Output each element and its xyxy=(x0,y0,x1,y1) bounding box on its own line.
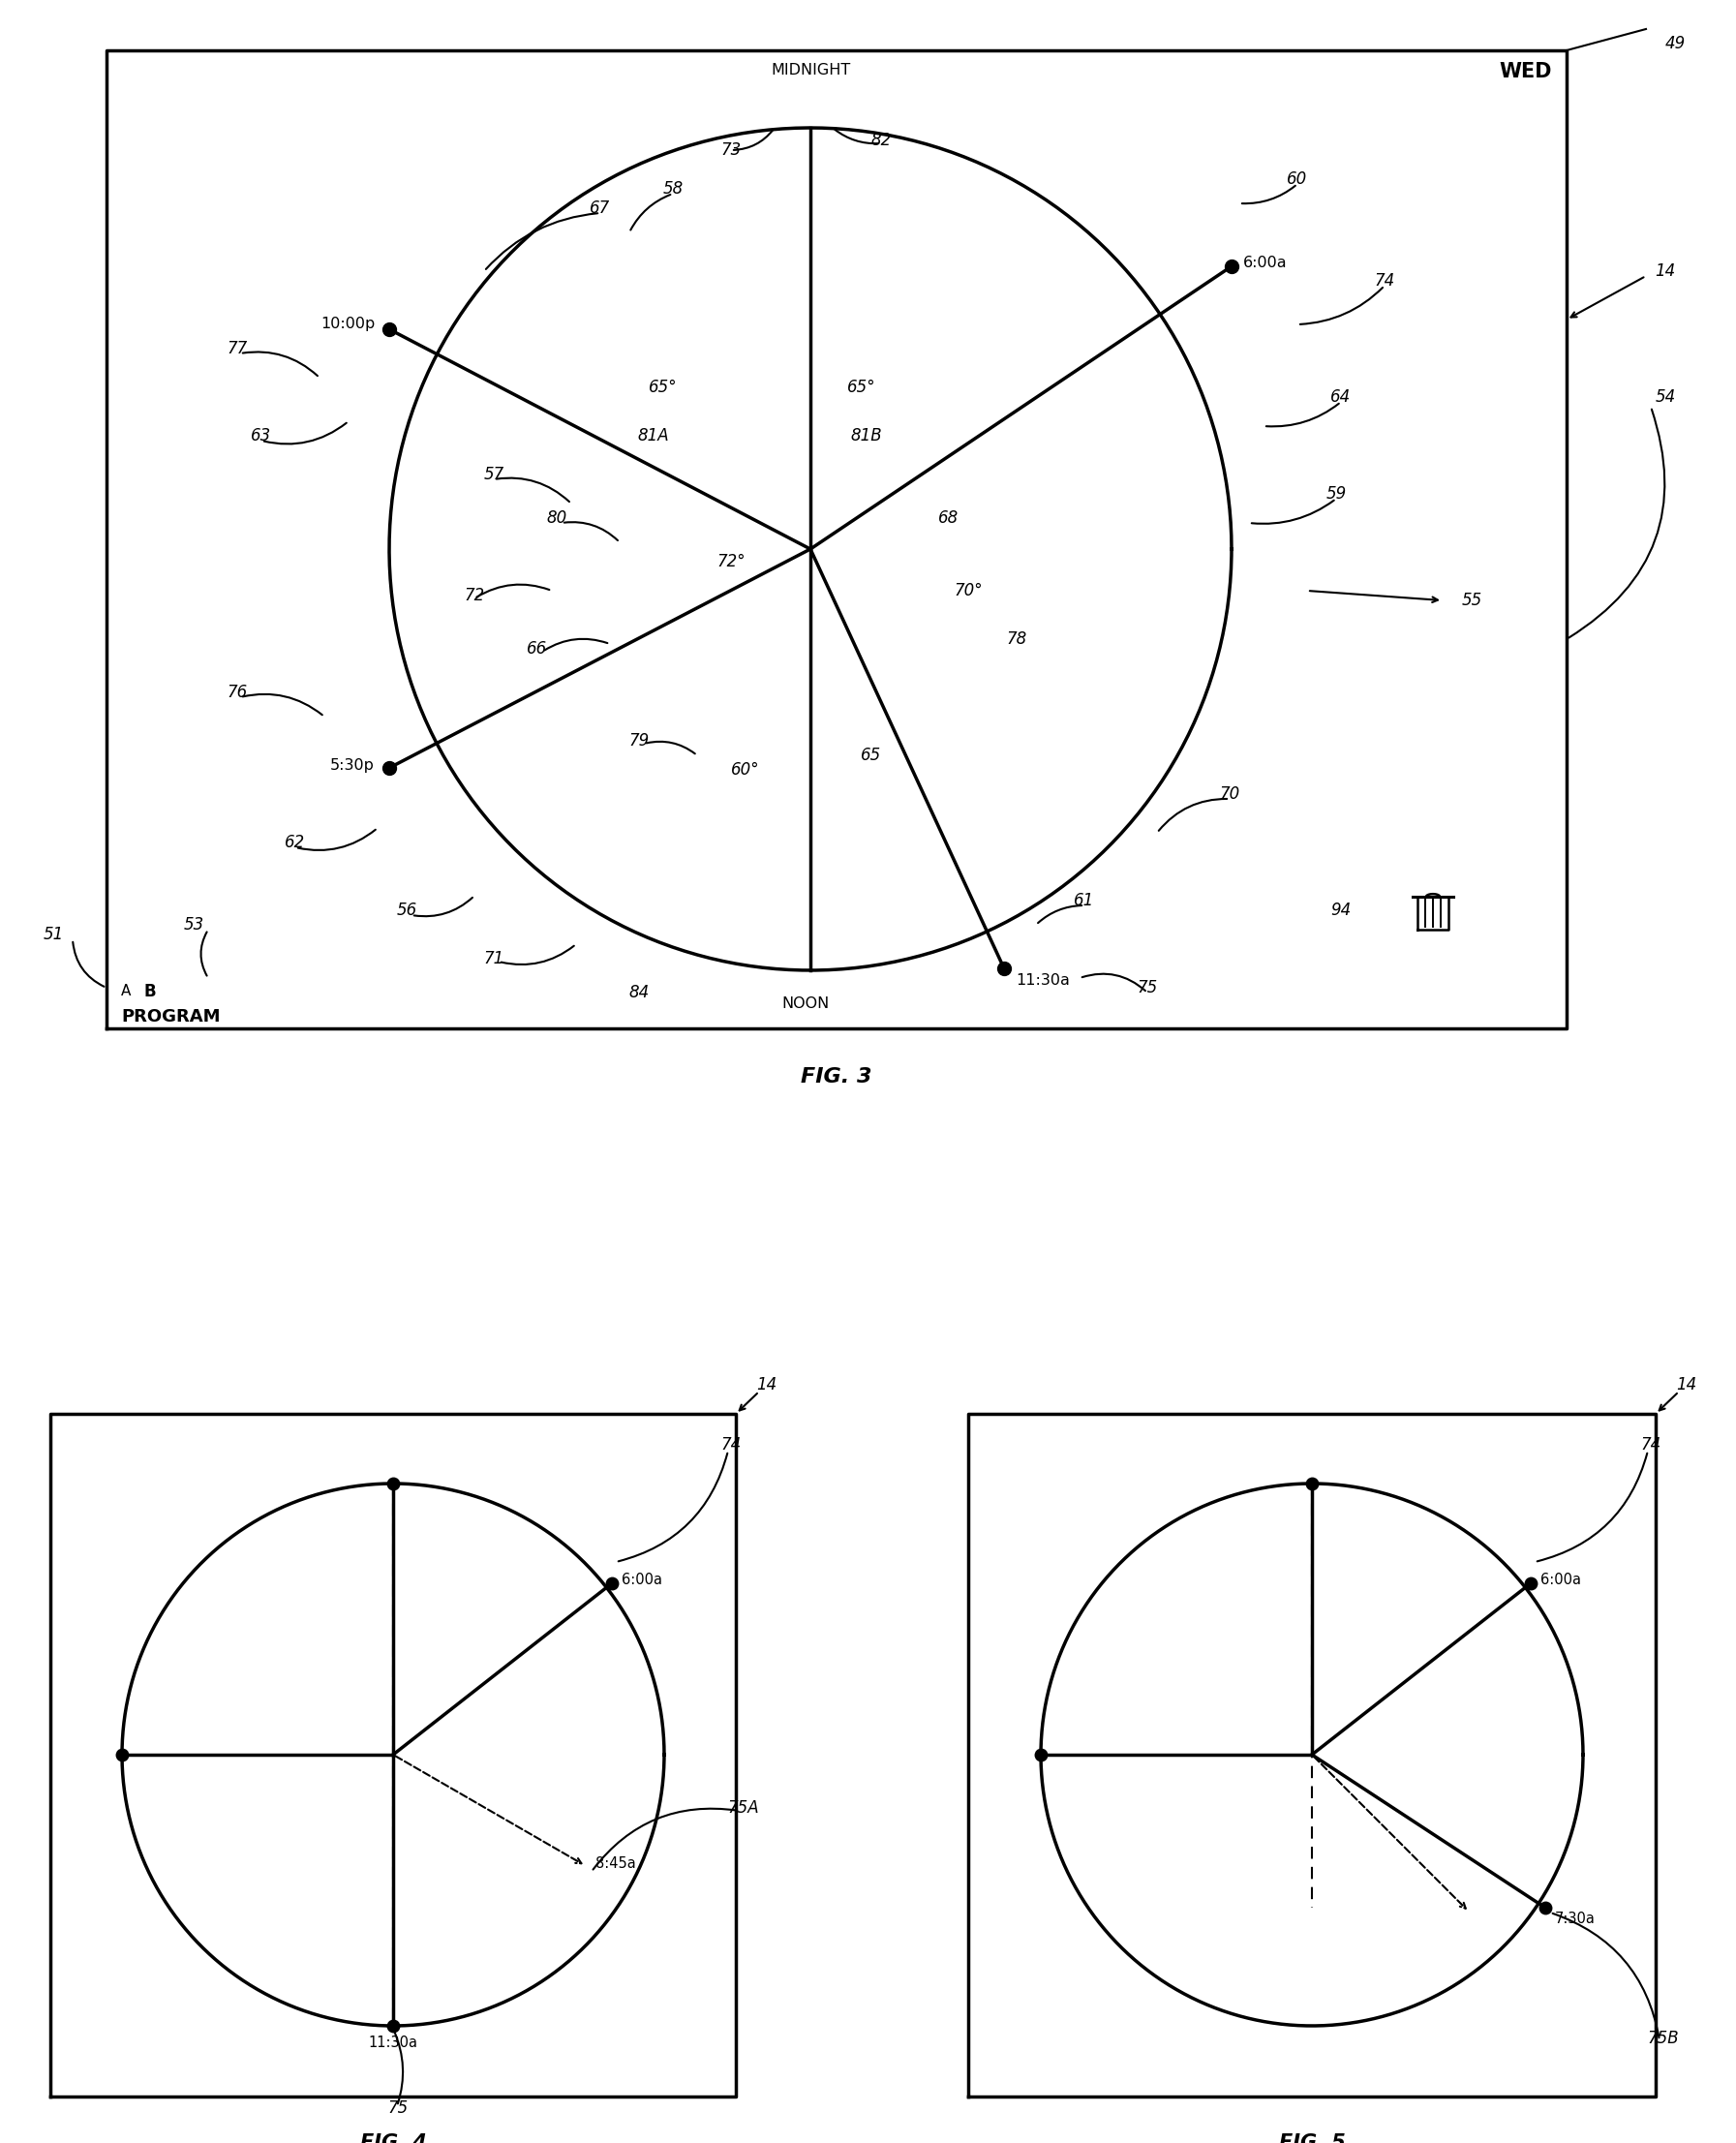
Text: 81B: 81B xyxy=(851,426,882,444)
Text: 51: 51 xyxy=(43,926,64,943)
Text: 63: 63 xyxy=(252,426,273,444)
Text: FIG. 5: FIG. 5 xyxy=(1279,2132,1345,2143)
Text: 59: 59 xyxy=(1326,484,1347,504)
Text: FIG. 3: FIG. 3 xyxy=(800,1067,871,1087)
Text: 11:30a: 11:30a xyxy=(1016,973,1069,988)
Text: 79: 79 xyxy=(628,733,649,750)
Text: 49: 49 xyxy=(1665,34,1686,51)
Text: 6:00a: 6:00a xyxy=(1540,1573,1581,1586)
Text: PROGRAM: PROGRAM xyxy=(122,1007,220,1026)
Text: WED: WED xyxy=(1500,62,1552,81)
Text: FIG. 4: FIG. 4 xyxy=(359,2132,427,2143)
Text: B: B xyxy=(144,984,156,1001)
Text: NOON: NOON xyxy=(781,996,830,1011)
Text: 65°: 65° xyxy=(847,379,877,396)
Text: 76: 76 xyxy=(227,684,248,701)
Text: 14: 14 xyxy=(757,1376,778,1393)
Text: 65: 65 xyxy=(861,746,882,765)
Text: 71: 71 xyxy=(484,949,503,966)
Text: 84: 84 xyxy=(628,984,649,1001)
Text: 72: 72 xyxy=(464,587,484,604)
Text: 82: 82 xyxy=(871,131,891,150)
Text: 64: 64 xyxy=(1332,388,1351,405)
Text: 75: 75 xyxy=(387,2100,408,2117)
Text: 78: 78 xyxy=(1007,630,1028,647)
Text: 75A: 75A xyxy=(727,1800,759,1817)
Text: 6:00a: 6:00a xyxy=(621,1573,661,1586)
Text: 67: 67 xyxy=(590,199,611,216)
Text: 73: 73 xyxy=(720,141,741,159)
Text: 81A: 81A xyxy=(637,426,670,444)
Text: 14: 14 xyxy=(1677,1376,1696,1393)
Text: 53: 53 xyxy=(184,915,203,934)
Text: 74: 74 xyxy=(1641,1436,1661,1453)
Text: 94: 94 xyxy=(1332,902,1351,919)
Text: 70°: 70° xyxy=(953,583,983,600)
Text: 8:45a: 8:45a xyxy=(595,1856,635,1871)
Text: 57: 57 xyxy=(484,465,503,482)
Text: 55: 55 xyxy=(1462,591,1483,609)
Text: 72°: 72° xyxy=(717,553,745,570)
Text: 5:30p: 5:30p xyxy=(330,759,375,771)
Text: 74: 74 xyxy=(720,1436,741,1453)
Text: 70: 70 xyxy=(1219,784,1240,804)
Text: 56: 56 xyxy=(396,902,417,919)
Text: 54: 54 xyxy=(1654,388,1675,405)
Text: 61: 61 xyxy=(1075,891,1095,909)
Text: A: A xyxy=(122,984,132,999)
Text: MIDNIGHT: MIDNIGHT xyxy=(771,62,851,77)
Text: 14: 14 xyxy=(1654,261,1675,281)
Text: 7:30a: 7:30a xyxy=(1555,1912,1595,1927)
Text: 75: 75 xyxy=(1137,979,1158,996)
Text: 66: 66 xyxy=(528,641,547,658)
Text: 80: 80 xyxy=(547,510,568,527)
Text: 65°: 65° xyxy=(649,379,677,396)
Text: 58: 58 xyxy=(663,180,684,197)
Text: 74: 74 xyxy=(1375,272,1394,289)
Text: 60°: 60° xyxy=(731,761,760,778)
Text: 75B: 75B xyxy=(1647,2029,1679,2047)
Text: 11:30a: 11:30a xyxy=(368,2036,418,2051)
Text: 60: 60 xyxy=(1286,171,1307,189)
Text: 77: 77 xyxy=(227,341,248,358)
Text: 68: 68 xyxy=(939,510,958,527)
Text: 10:00p: 10:00p xyxy=(319,317,375,332)
Text: 62: 62 xyxy=(285,834,306,851)
Text: 6:00a: 6:00a xyxy=(1243,257,1288,270)
